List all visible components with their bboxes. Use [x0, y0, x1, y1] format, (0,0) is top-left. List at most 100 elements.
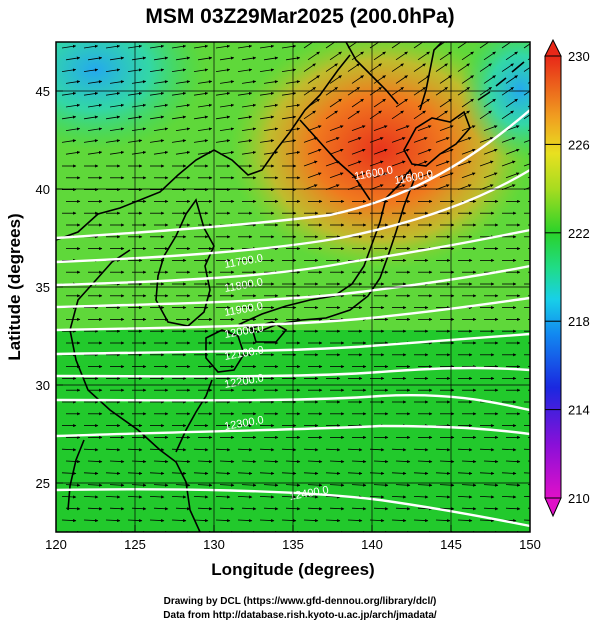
wind-vector	[439, 507, 455, 511]
wind-vector	[461, 172, 476, 179]
wind-vector	[351, 98, 364, 108]
wind-vector	[483, 483, 499, 487]
wind-vector	[153, 56, 169, 61]
wind-vector	[153, 483, 169, 487]
wind-vector	[83, 471, 99, 475]
wind-vector	[303, 110, 316, 120]
wind-vector	[391, 495, 407, 499]
wind-vector	[65, 56, 81, 61]
height-contour-line	[56, 296, 530, 332]
wind-vector	[417, 98, 430, 108]
wind-vector	[87, 483, 103, 487]
colorbar-tick-label: 222	[568, 226, 590, 241]
colorbar-bottom-arrow	[544, 497, 562, 518]
wind-vector	[105, 448, 121, 452]
wind-vector	[413, 495, 429, 499]
plot-area: 11600.0 11600.011700.011800.011900.012000…	[56, 42, 530, 532]
wind-vector	[105, 495, 121, 499]
wind-vector	[435, 42, 448, 49]
height-contour-line	[56, 168, 530, 264]
wind-vector	[65, 150, 81, 155]
wind-vector	[219, 127, 235, 131]
wind-vector	[413, 42, 426, 49]
wind-vector	[417, 172, 432, 179]
wind-vector	[373, 98, 386, 108]
wind-vector	[193, 139, 209, 143]
wind-vector	[325, 137, 340, 143]
wind-vector	[303, 63, 316, 72]
wind-vector	[307, 75, 320, 84]
wind-vector	[307, 125, 322, 131]
wind-vector	[435, 160, 450, 167]
wind-vector	[281, 91, 297, 96]
wind-vector	[193, 44, 209, 49]
wind-vector	[479, 160, 494, 167]
wind-vector	[153, 459, 169, 464]
wind-vector	[395, 507, 411, 511]
wind-vector	[457, 471, 473, 475]
wind-vector	[105, 139, 121, 143]
wind-vector	[259, 518, 275, 523]
wind-vector	[105, 91, 121, 96]
wind-vector	[457, 137, 472, 143]
wind-vector	[149, 139, 165, 143]
wind-vector	[435, 110, 448, 120]
wind-vector	[219, 56, 235, 61]
wind-vector	[351, 75, 364, 84]
wind-vector	[505, 98, 518, 108]
wind-vector	[153, 150, 169, 155]
wind-vector	[351, 148, 366, 155]
wind-vector	[303, 42, 316, 49]
wind-vector	[65, 103, 81, 108]
wind-vector	[131, 459, 147, 464]
wind-vector	[109, 56, 125, 61]
wind-vector	[281, 448, 297, 452]
wind-vector	[259, 115, 275, 120]
wind-vector	[197, 80, 213, 84]
wind-vector	[461, 483, 477, 487]
wind-vector	[373, 507, 389, 511]
wind-vector	[329, 75, 342, 84]
wind-vector	[347, 110, 360, 120]
wind-vector	[505, 51, 518, 61]
wind-vector	[523, 472, 530, 474]
cool-anomaly-northeast	[460, 42, 530, 160]
wind-vector	[197, 103, 213, 108]
wind-vector	[87, 150, 103, 155]
wind-vector	[175, 80, 191, 84]
wind-vector	[307, 172, 322, 179]
wind-vector	[105, 518, 121, 523]
wind-vector	[105, 115, 121, 120]
wind-vector	[219, 483, 235, 487]
height-contour-line	[56, 109, 530, 240]
colorbar-top-arrow	[544, 38, 562, 57]
wind-vector	[391, 448, 407, 452]
wind-vector	[109, 483, 125, 487]
wind-vector	[457, 448, 473, 452]
wind-vector	[171, 115, 187, 120]
colorbar-ticks: 230 226 222 218 214 210	[545, 49, 590, 506]
wind-vector	[241, 103, 257, 108]
wind-vector	[501, 160, 516, 167]
wind-vector	[193, 115, 209, 120]
colorbar-tick-label: 230	[568, 49, 590, 64]
wind-vector	[373, 125, 388, 131]
wind-vector	[329, 507, 345, 511]
x-tick-label: 125	[124, 537, 146, 552]
wind-vector	[329, 125, 344, 131]
y-axis-ticks: 25 30 35 40 45	[36, 84, 63, 491]
wind-vector	[131, 80, 147, 84]
wind-vector	[171, 139, 187, 143]
wind-vector	[523, 448, 530, 450]
wind-vector	[237, 115, 253, 120]
wind-vector	[479, 518, 495, 523]
wind-vector	[241, 56, 257, 61]
wind-vector	[373, 75, 386, 84]
wind-vector	[131, 127, 147, 131]
wind-vector	[237, 471, 253, 475]
wind-vector	[395, 148, 410, 155]
wind-vector	[351, 507, 367, 511]
wind-vector	[171, 91, 187, 96]
wind-vector	[329, 98, 342, 108]
wind-vector	[479, 495, 495, 499]
